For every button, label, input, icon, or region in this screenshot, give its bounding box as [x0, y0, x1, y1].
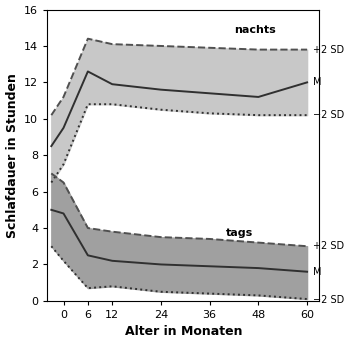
Text: −2 SD: −2 SD [313, 110, 344, 120]
Text: −2 SD: −2 SD [313, 295, 344, 305]
Y-axis label: Schlafdauer in Stunden: Schlafdauer in Stunden [6, 73, 19, 238]
Text: +2 SD: +2 SD [313, 45, 344, 55]
Text: tags: tags [226, 228, 253, 238]
Text: M: M [313, 77, 322, 87]
Text: nachts: nachts [234, 24, 276, 35]
Text: M: M [313, 267, 322, 277]
Text: +2 SD: +2 SD [313, 241, 344, 251]
X-axis label: Alter in Monaten: Alter in Monaten [125, 325, 242, 338]
